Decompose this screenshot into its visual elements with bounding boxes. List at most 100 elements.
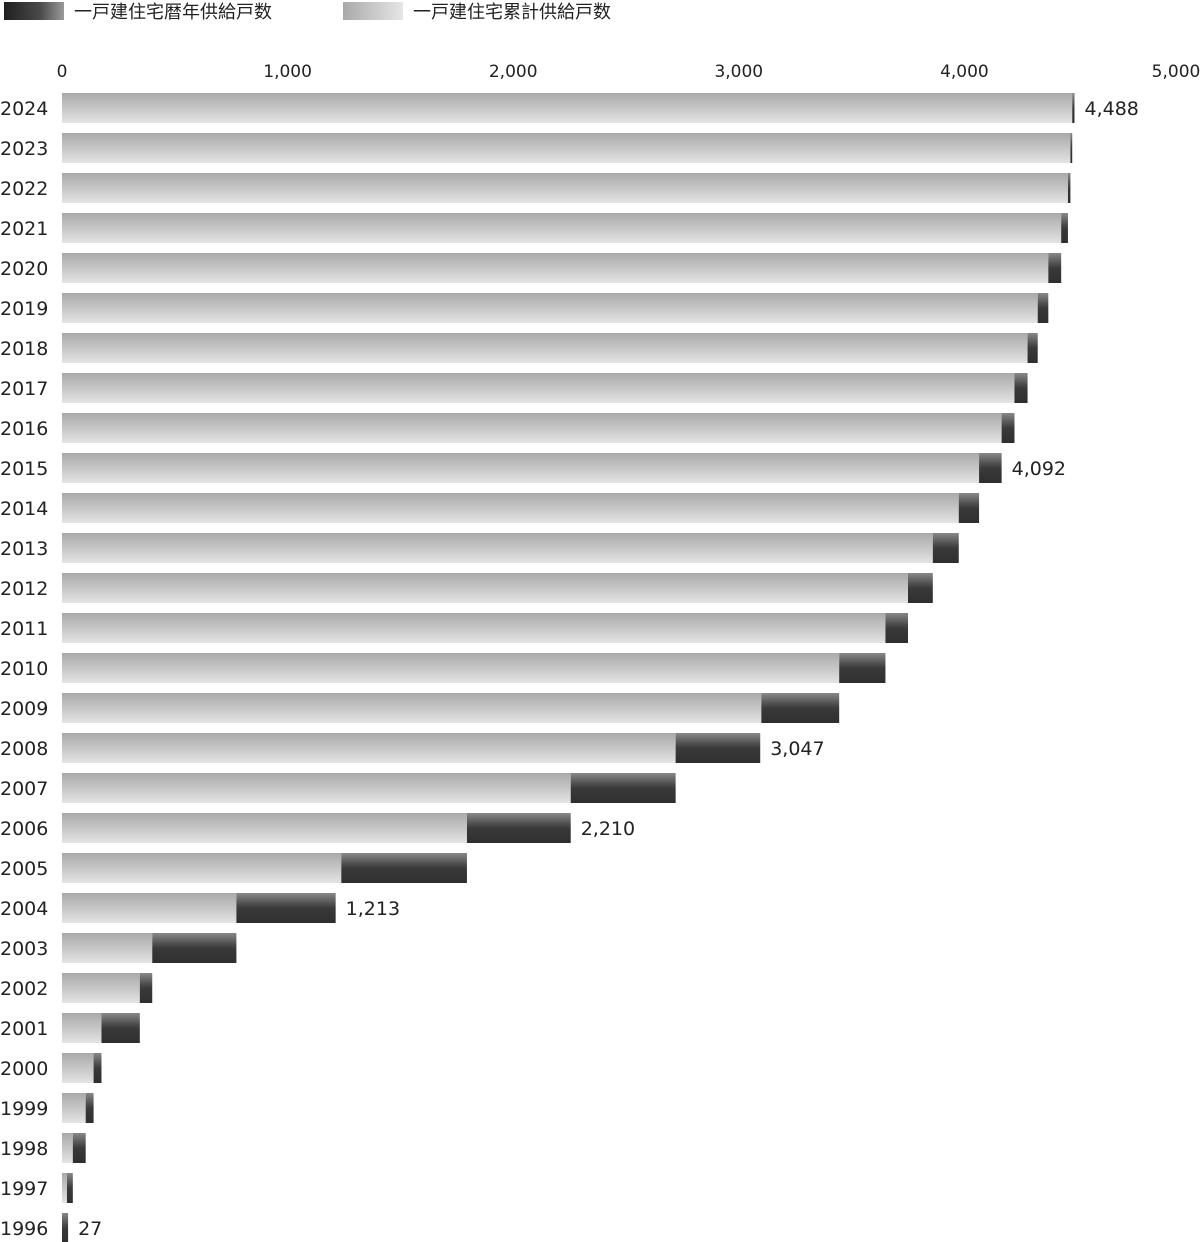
y-tick-label-1997: 1997	[0, 1178, 48, 1200]
y-tick-label-2001: 2001	[0, 1018, 48, 1040]
bar-annual-2012	[908, 573, 933, 603]
y-tick-label-2008: 2008	[0, 738, 48, 760]
y-tick-label-2018: 2018	[0, 338, 48, 360]
bar-annual-2022	[1067, 173, 1071, 203]
bar-cumulative-1999	[62, 1093, 86, 1123]
y-tick-label-2024: 2024	[0, 98, 48, 120]
y-tick-label-2020: 2020	[0, 258, 48, 280]
x-tick-label: 4,000	[940, 62, 989, 82]
bar-annual-2021	[1061, 213, 1068, 243]
data-label-1996: 27	[78, 1218, 102, 1240]
bar-cumulative-2009	[62, 693, 762, 723]
legend: 一戸建住宅暦年供給戸数 一戸建住宅累計供給戸数	[4, 2, 611, 23]
bar-cumulative-2021	[62, 213, 1062, 243]
legend-label-2: 一戸建住宅累計供給戸数	[413, 2, 611, 23]
bar-annual-2000	[93, 1053, 102, 1083]
x-tick-label: 1,000	[263, 62, 312, 82]
bar-annual-2008	[675, 733, 761, 763]
y-tick-label-1998: 1998	[0, 1138, 48, 1160]
y-tick-label-2011: 2011	[0, 618, 48, 640]
bar-cumulative-2007	[62, 773, 571, 803]
x-tick-label: 5,000	[1152, 62, 1201, 82]
bar-annual-1996	[62, 1213, 69, 1242]
data-label-2006: 2,210	[581, 818, 635, 840]
y-tick-label-2010: 2010	[0, 658, 48, 680]
y-tick-label-2003: 2003	[0, 938, 48, 960]
bar-cumulative-2006	[62, 813, 467, 843]
y-tick-label-2009: 2009	[0, 698, 48, 720]
data-label-2024: 4,488	[1084, 98, 1138, 120]
bar-cumulative-2008	[62, 733, 676, 763]
bar-cumulative-2002	[62, 973, 140, 1003]
bar-annual-1997	[66, 1173, 73, 1203]
legend-swatch-2	[343, 2, 403, 20]
bar-cumulative-2016	[62, 413, 1002, 443]
bar-annual-2002	[139, 973, 153, 1003]
y-tick-label-2005: 2005	[0, 858, 48, 880]
data-label-2004: 1,213	[346, 898, 400, 920]
bar-cumulative-2005	[62, 853, 342, 883]
bar-annual-2010	[839, 653, 886, 683]
bar-cumulative-2001	[62, 1013, 102, 1043]
bar-cumulative-2004	[62, 893, 237, 923]
x-tick-label: 0	[57, 62, 68, 82]
x-tick-label: 2,000	[489, 62, 538, 82]
y-tick-label-1996: 1996	[0, 1218, 48, 1240]
bar-cumulative-2012	[62, 573, 908, 603]
bar-annual-2001	[101, 1013, 140, 1043]
value-labels: 4,488 4,092 3,047 2,210 1,213 27	[78, 98, 1139, 1240]
x-tick-label: 3,000	[714, 62, 763, 82]
data-label-2015: 4,092	[1012, 458, 1066, 480]
y-tick-label-2004: 2004	[0, 898, 48, 920]
bar-annual-2013	[932, 533, 959, 563]
y-tick-label-2007: 2007	[0, 778, 48, 800]
y-tick-label-2002: 2002	[0, 978, 48, 1000]
bar-cumulative-2022	[62, 173, 1068, 203]
y-tick-label-2012: 2012	[0, 578, 48, 600]
legend-label-1: 一戸建住宅暦年供給戸数	[74, 2, 272, 23]
bar-annual-2014	[958, 493, 980, 523]
bar-cumulative-2019	[62, 293, 1038, 323]
bar-annual-2023	[1070, 133, 1073, 163]
bar-annual-2024	[1072, 93, 1075, 123]
y-tick-label-2021: 2021	[0, 218, 48, 240]
x-axis: 0 1,000 2,000 3,000 4,000 5,000	[57, 62, 1201, 82]
y-tick-label-2017: 2017	[0, 378, 48, 400]
bar-annual-2003	[152, 933, 237, 963]
bar-cumulative-2000	[62, 1053, 94, 1083]
bar-cumulative-2010	[62, 653, 840, 683]
bar-annual-1998	[72, 1133, 86, 1163]
legend-swatch-1	[4, 2, 64, 20]
bar-annual-2015	[979, 453, 1002, 483]
bar-cumulative-2003	[62, 933, 153, 963]
bar-annual-2019	[1037, 293, 1049, 323]
bar-annual-2006	[466, 813, 571, 843]
y-tick-label-2014: 2014	[0, 498, 48, 520]
y-tick-label-2013: 2013	[0, 538, 48, 560]
bars	[62, 93, 1075, 1242]
bar-annual-2020	[1048, 253, 1062, 283]
y-tick-label-2019: 2019	[0, 298, 48, 320]
y-tick-label-2016: 2016	[0, 418, 48, 440]
y-tick-label-2022: 2022	[0, 178, 48, 200]
bar-cumulative-2018	[62, 333, 1028, 363]
bar-annual-2017	[1014, 373, 1028, 403]
bar-annual-2007	[570, 773, 676, 803]
bar-cumulative-1997	[62, 1173, 67, 1203]
bar-cumulative-2015	[62, 453, 980, 483]
y-tick-label-2023: 2023	[0, 138, 48, 160]
y-axis: 2024 2023 2022 2021 2020 2019 2018 2017 2016 2015…	[0, 98, 48, 1240]
bar-annual-2004	[236, 893, 336, 923]
bar-annual-2018	[1027, 333, 1038, 363]
y-tick-label-2000: 2000	[0, 1058, 48, 1080]
y-tick-label-1999: 1999	[0, 1098, 48, 1120]
bar-annual-2005	[341, 853, 467, 883]
bar-cumulative-2024	[62, 93, 1073, 123]
bar-annual-2016	[1001, 413, 1015, 443]
bar-cumulative-2020	[62, 253, 1049, 283]
bar-annual-1999	[85, 1093, 94, 1123]
bar-cumulative-2011	[62, 613, 886, 643]
bar-cumulative-2014	[62, 493, 959, 523]
data-label-2008: 3,047	[770, 738, 824, 760]
